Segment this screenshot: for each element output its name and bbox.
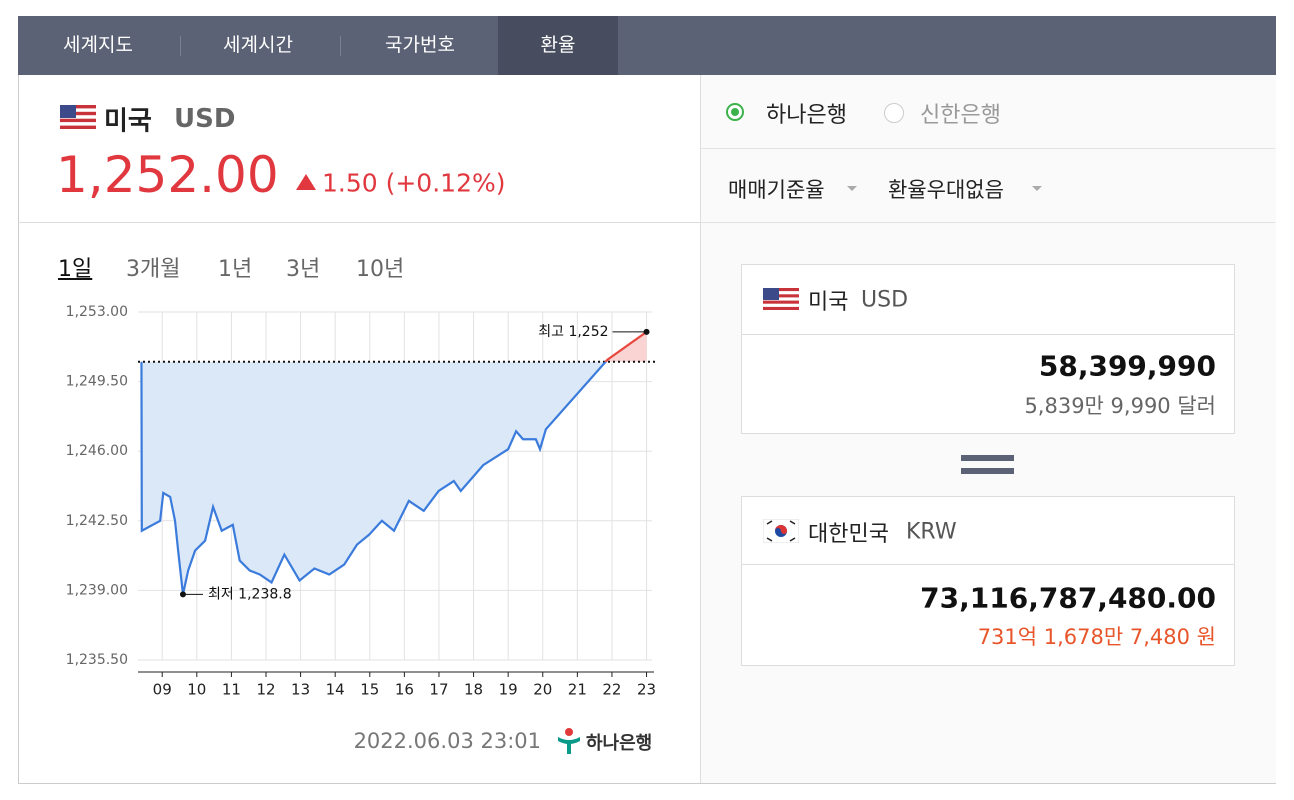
y-tick-label: 1,249.50 (66, 374, 128, 390)
annotation-dot (179, 591, 186, 598)
x-tick-label: 15 (360, 681, 379, 699)
period-tab[interactable]: 10년 (356, 257, 405, 282)
radio[interactable] (884, 103, 904, 123)
period-tab[interactable]: 3개월 (126, 257, 181, 282)
from-country: 미국 (808, 290, 849, 315)
period-tab[interactable]: 1일 (58, 257, 93, 282)
x-tick-label: 23 (637, 681, 656, 699)
annotation: 최고 1,252 (538, 324, 608, 340)
change: 1.50 (+0.12%) (322, 168, 506, 198)
x-tick-label: 22 (602, 681, 621, 699)
tab[interactable]: 세계지도 (63, 34, 133, 56)
bank-option[interactable]: 신한은행 (920, 103, 1001, 128)
y-tick-label: 1,235.50 (66, 652, 128, 668)
country: 미국 (104, 106, 152, 137)
tab-separator (180, 36, 181, 56)
tab-bar (18, 16, 1276, 75)
period-tab[interactable]: 3년 (286, 257, 321, 282)
bank-logo (558, 728, 580, 754)
bank-option[interactable]: 하나은행 (766, 103, 847, 128)
divider (701, 148, 1275, 149)
divider (18, 222, 700, 223)
up-arrow (296, 174, 316, 190)
x-tick-label: 09 (153, 681, 172, 699)
to-box (741, 496, 1235, 666)
from-amount-text: 5,839만 9,990 달러 (1024, 394, 1216, 418)
radio-selected[interactable] (726, 103, 744, 121)
annotation-dot (643, 328, 650, 335)
x-tick-label: 16 (395, 681, 414, 699)
to-amount-text: 731억 1,678만 7,480 원 (977, 625, 1216, 649)
source: 하나은행 (586, 733, 653, 754)
dropdown-caret (1032, 186, 1042, 191)
from-box (741, 264, 1235, 434)
divider (742, 564, 1234, 565)
tab-separator (340, 36, 341, 56)
chart: 1,253.00 1,249.50 1,246.00 1,242.50 1,239.00… (66, 304, 656, 699)
tab[interactable]: 국가번호 (385, 34, 455, 56)
to-currency: KRW (906, 519, 957, 545)
x-tick-label: 11 (222, 681, 241, 699)
tab-active[interactable]: 환율 (540, 34, 576, 56)
rate: 1,252.00 (56, 146, 279, 204)
y-tick-label: 1,246.00 (66, 443, 128, 459)
equals-bar (961, 455, 1014, 461)
x-tick-label: 14 (326, 681, 345, 699)
y-tick-label: 1,239.00 (66, 582, 128, 598)
x-tick-label: 13 (291, 681, 310, 699)
x-tick-label: 20 (533, 681, 552, 699)
timestamp: 2022.06.03 23:01 (353, 729, 541, 753)
kr-flag (763, 519, 799, 543)
x-tick-label: 10 (187, 681, 206, 699)
y-tick-label: 1,242.50 (66, 513, 128, 529)
from-amount[interactable]: 58,399,990 (1038, 349, 1216, 383)
us-flag (60, 105, 96, 129)
divider (701, 222, 1275, 223)
tab[interactable]: 세계시간 (223, 34, 293, 56)
dropdown[interactable]: 매매기준율 (728, 178, 825, 202)
x-tick-label: 17 (429, 681, 448, 699)
currency: USD (174, 104, 236, 134)
active-tab-bg (498, 16, 618, 75)
x-tick-label: 12 (256, 681, 275, 699)
annotation: 최저 1,238.8 (208, 586, 292, 602)
dropdown[interactable]: 환율우대없음 (888, 178, 1004, 202)
period-tab[interactable]: 1년 (218, 257, 253, 282)
x-tick-label: 19 (499, 681, 518, 699)
y-tick-label: 1,253.00 (66, 304, 128, 320)
to-country: 대한민국 (808, 522, 889, 547)
area-down (141, 361, 606, 595)
from-currency: USD (861, 287, 909, 313)
equals-bar (961, 468, 1014, 474)
x-tick-label: 18 (464, 681, 483, 699)
dropdown-caret (847, 186, 857, 191)
divider (742, 334, 1234, 335)
to-amount[interactable]: 73,116,787,480.00 (920, 581, 1216, 615)
us-flag (763, 288, 799, 310)
line-down (140, 361, 608, 595)
x-tick-label: 21 (568, 681, 587, 699)
